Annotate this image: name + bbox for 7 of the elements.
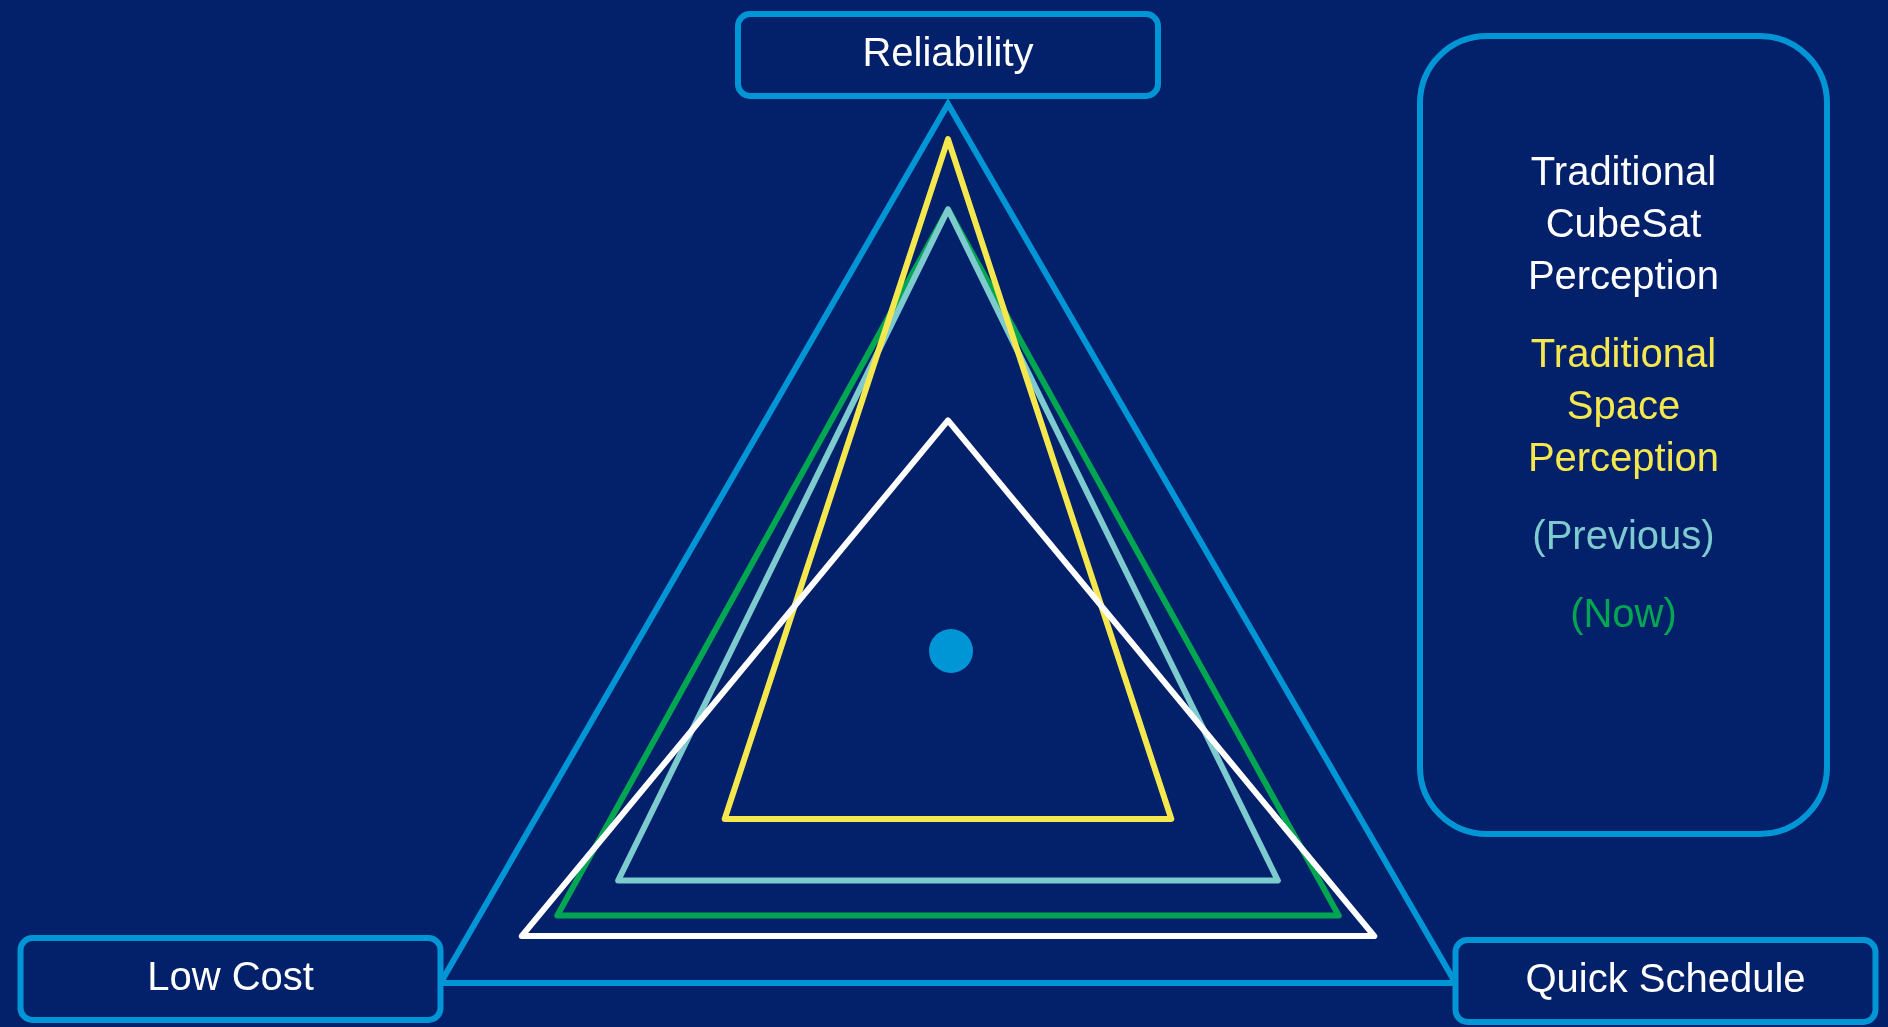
spoke-label: Quick Schedule xyxy=(1525,956,1806,1001)
spoke-label: Low Cost xyxy=(147,954,314,999)
text: Traditional CubeSat Perception xyxy=(1526,148,1721,299)
text: (Previous) xyxy=(1531,512,1716,559)
text: (Now) xyxy=(1569,590,1678,637)
text: Traditional Space Perception xyxy=(1526,330,1721,481)
spoke-label: Reliability xyxy=(862,30,1034,75)
